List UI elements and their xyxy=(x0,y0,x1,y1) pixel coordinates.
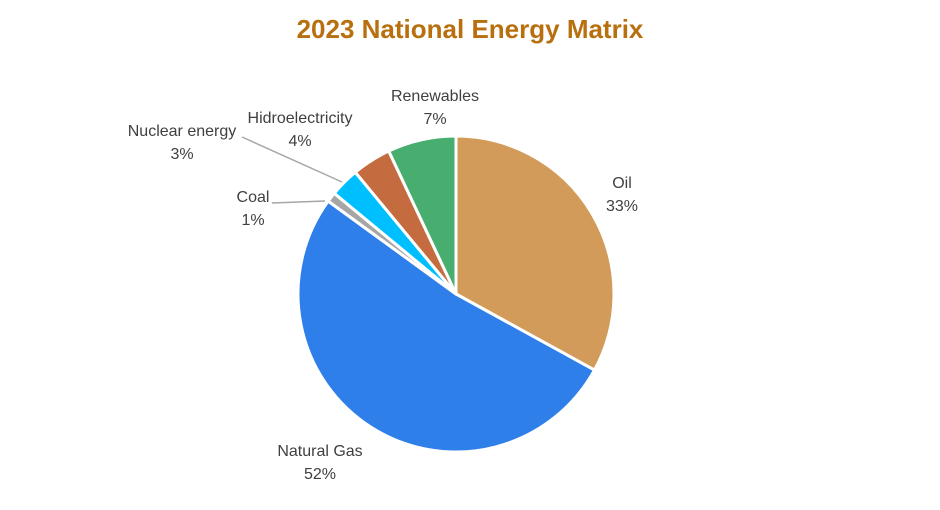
slice-value-natural-gas: 52% xyxy=(304,466,336,483)
leader-lines xyxy=(241,136,343,204)
slice-value-nuclear-energy: 3% xyxy=(170,146,193,163)
pie-slice-natural-gas xyxy=(296,199,596,454)
slice-name-natural-gas: Natural Gas xyxy=(277,443,362,460)
slice-value-renewables: 7% xyxy=(423,111,446,128)
slice-value-hidroelectricity: 4% xyxy=(288,133,311,150)
pie-slice-oil xyxy=(454,134,616,372)
pie-slice-renewables xyxy=(387,134,458,296)
slice-name-coal: Coal xyxy=(237,189,270,206)
chart-title: 2023 National Energy Matrix xyxy=(296,14,644,44)
leader-line-coal xyxy=(271,200,326,204)
slice-value-coal: 1% xyxy=(241,212,264,229)
leader-line-nuclear-energy xyxy=(241,136,343,183)
slice-name-nuclear-energy: Nuclear energy xyxy=(128,123,237,140)
pie-slices xyxy=(296,134,616,454)
slice-name-hidroelectricity: Hidroelectricity xyxy=(248,110,353,127)
slice-name-oil: Oil xyxy=(612,175,632,192)
slice-name-renewables: Renewables xyxy=(391,88,479,105)
slice-value-oil: 33% xyxy=(606,198,638,215)
slice-labels: Oil 33% Natural Gas 52% Coal 1% Nuclear energy… xyxy=(128,88,638,483)
